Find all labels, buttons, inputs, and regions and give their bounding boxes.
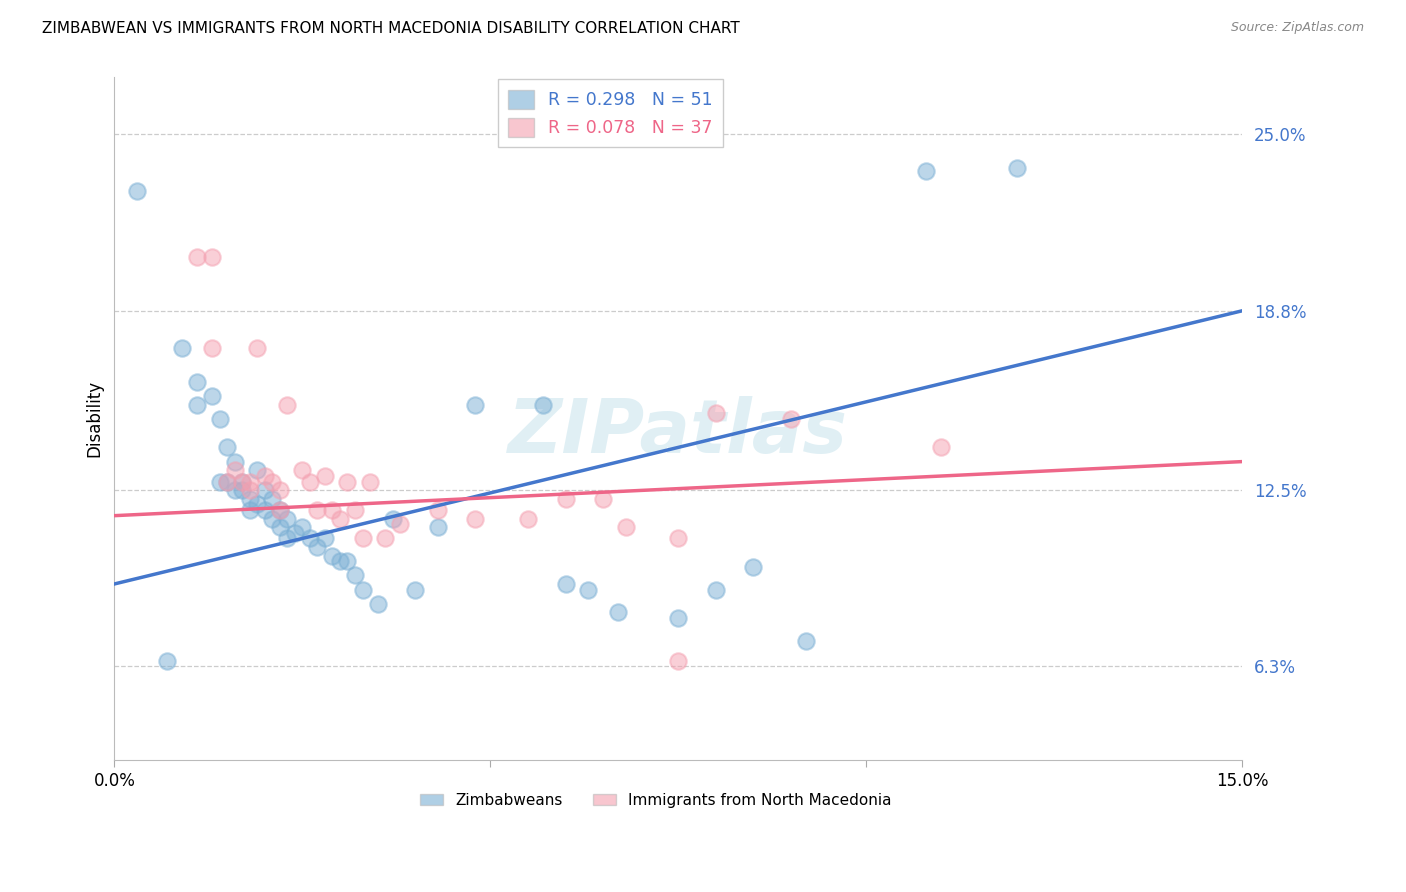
Legend: Zimbabweans, Immigrants from North Macedonia: Zimbabweans, Immigrants from North Maced… — [413, 787, 897, 814]
Point — [666, 532, 689, 546]
Point — [217, 441, 239, 455]
Point — [224, 463, 246, 477]
Point — [291, 520, 314, 534]
Y-axis label: Disability: Disability — [86, 380, 103, 458]
Point — [531, 398, 554, 412]
Point — [343, 568, 366, 582]
Point — [592, 491, 614, 506]
Point — [298, 475, 321, 489]
Point — [367, 597, 389, 611]
Point — [208, 412, 231, 426]
Point — [426, 503, 449, 517]
Point — [404, 582, 426, 597]
Point — [704, 582, 727, 597]
Point — [381, 511, 404, 525]
Point — [329, 511, 352, 525]
Point — [231, 483, 253, 497]
Point — [276, 532, 298, 546]
Point — [607, 606, 630, 620]
Point — [780, 412, 803, 426]
Point — [794, 633, 817, 648]
Point — [269, 520, 291, 534]
Point — [224, 454, 246, 468]
Point — [307, 503, 329, 517]
Text: ZIPatlas: ZIPatlas — [509, 396, 848, 469]
Point — [231, 475, 253, 489]
Point — [389, 517, 412, 532]
Point — [284, 525, 307, 540]
Point — [217, 475, 239, 489]
Point — [262, 491, 284, 506]
Point — [314, 468, 336, 483]
Point — [208, 475, 231, 489]
Point — [156, 654, 179, 668]
Point — [262, 511, 284, 525]
Point — [186, 250, 208, 264]
Point — [217, 475, 239, 489]
Point — [704, 406, 727, 420]
Text: Source: ZipAtlas.com: Source: ZipAtlas.com — [1230, 21, 1364, 35]
Point — [554, 491, 576, 506]
Point — [1005, 161, 1028, 176]
Point — [201, 341, 224, 355]
Point — [276, 511, 298, 525]
Point — [298, 532, 321, 546]
Point — [516, 511, 538, 525]
Point — [231, 475, 253, 489]
Point — [352, 582, 374, 597]
Point — [246, 341, 269, 355]
Point — [321, 503, 343, 517]
Point — [186, 398, 208, 412]
Point — [464, 398, 486, 412]
Point — [262, 475, 284, 489]
Point — [614, 520, 637, 534]
Point — [253, 483, 276, 497]
Point — [307, 540, 329, 554]
Point — [253, 468, 276, 483]
Point — [239, 475, 262, 489]
Text: ZIMBABWEAN VS IMMIGRANTS FROM NORTH MACEDONIA DISABILITY CORRELATION CHART: ZIMBABWEAN VS IMMIGRANTS FROM NORTH MACE… — [42, 21, 740, 37]
Point — [314, 532, 336, 546]
Point — [269, 483, 291, 497]
Point — [576, 582, 599, 597]
Point — [239, 483, 262, 497]
Point — [426, 520, 449, 534]
Point — [464, 511, 486, 525]
Point — [931, 441, 953, 455]
Point — [666, 611, 689, 625]
Point — [336, 554, 359, 568]
Point — [186, 375, 208, 389]
Point — [742, 560, 765, 574]
Point — [359, 475, 381, 489]
Point — [343, 503, 366, 517]
Point — [269, 503, 291, 517]
Point — [239, 503, 262, 517]
Point — [224, 483, 246, 497]
Point — [201, 250, 224, 264]
Point — [246, 463, 269, 477]
Point — [201, 389, 224, 403]
Point — [239, 491, 262, 506]
Point — [666, 654, 689, 668]
Point — [374, 532, 396, 546]
Point — [336, 475, 359, 489]
Point — [329, 554, 352, 568]
Point — [321, 549, 343, 563]
Point — [352, 532, 374, 546]
Point — [253, 503, 276, 517]
Point — [172, 341, 194, 355]
Point — [269, 503, 291, 517]
Point — [554, 577, 576, 591]
Point — [915, 164, 938, 178]
Point — [125, 184, 148, 198]
Point — [276, 398, 298, 412]
Point — [291, 463, 314, 477]
Point — [246, 497, 269, 511]
